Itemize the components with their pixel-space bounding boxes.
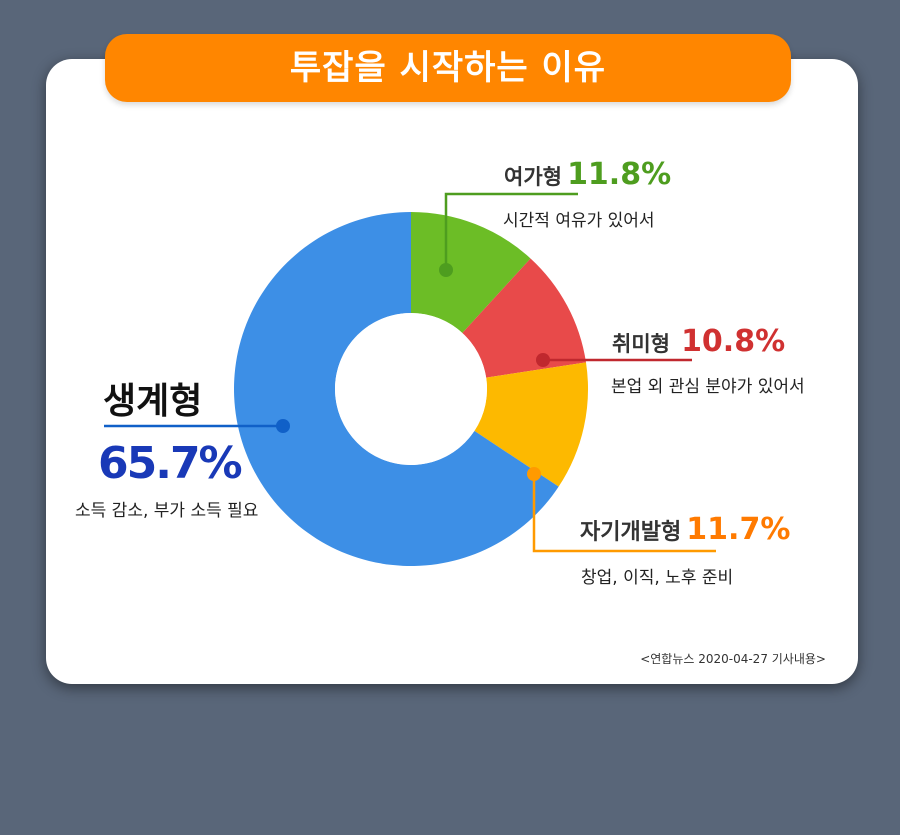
label-leisure: 여가형 11.8%: [504, 157, 671, 192]
source-note: <연합뉴스 2020-04-27 기사내용>: [640, 652, 826, 666]
description-self-development: 창업, 이직, 노후 준비: [581, 568, 734, 588]
leader-line-3: [532, 474, 716, 553]
donut-slice-3: [474, 362, 588, 487]
category-value: 10.8%: [681, 324, 786, 359]
description-livelihood: 소득 감소, 부가 소득 필요: [75, 501, 259, 521]
donut-slice-2: [462, 258, 586, 378]
category-name: 자기개발형: [580, 520, 682, 545]
description-hobby: 본업 외 관심 분야가 있어서: [611, 377, 805, 397]
leader-dot-3: [527, 467, 541, 481]
category-value: 11.8%: [567, 157, 672, 192]
donut-hole: [335, 313, 487, 465]
label-hobby: 취미형 10.8%: [612, 324, 785, 359]
label-self-development: 자기개발형 11.7%: [580, 512, 790, 547]
leader-dot-2: [536, 353, 550, 367]
donut-slice-4: [234, 212, 559, 566]
title-banner: 투잡을 시작하는 이유: [105, 34, 791, 102]
label-livelihood: 생계형: [103, 381, 203, 422]
category-name: 여가형: [504, 165, 562, 189]
leader-dot-1: [439, 263, 453, 277]
description-leisure: 시간적 여유가 있어서: [503, 211, 655, 231]
category-name: 취미형: [612, 332, 670, 356]
value-livelihood: 65.7%: [98, 438, 243, 489]
category-value: 11.7%: [686, 512, 791, 547]
donut-slice-1: [411, 212, 531, 333]
leader-line-1: [444, 192, 578, 270]
leader-dot-4: [276, 419, 290, 433]
